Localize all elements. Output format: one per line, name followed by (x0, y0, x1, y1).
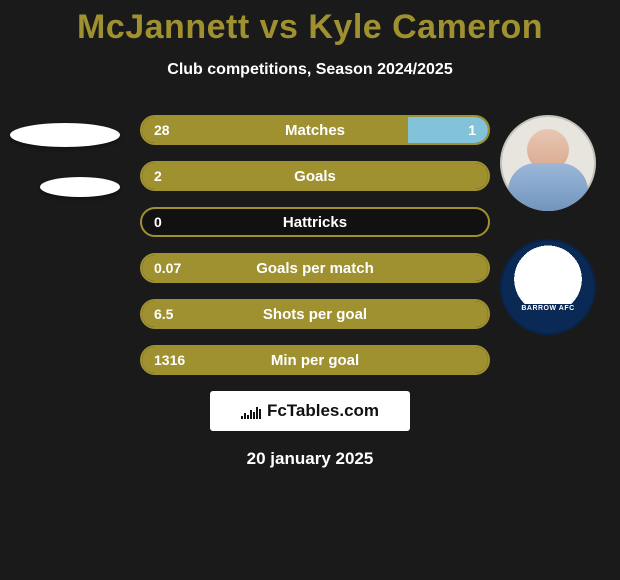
stat-bar: 1316Min per goal (140, 345, 490, 375)
brand-badge: FcTables.com (210, 391, 410, 431)
snapshot-date: 20 january 2025 (0, 449, 620, 469)
comparison-title: McJannett vs Kyle Cameron (0, 0, 620, 47)
stat-bar: 6.5Shots per goal (140, 299, 490, 329)
team-crest (500, 239, 596, 335)
stat-label: Hattricks (142, 214, 488, 231)
stat-label: Goals (142, 168, 488, 185)
stat-label: Min per goal (142, 352, 488, 369)
blank-ellipse-1 (10, 123, 120, 147)
brand-text: FcTables.com (267, 401, 379, 421)
stat-label: Goals per match (142, 260, 488, 277)
stat-bar: 281Matches (140, 115, 490, 145)
player-avatar (500, 115, 596, 211)
stat-label: Matches (142, 122, 488, 139)
stat-bars: 281Matches 2Goals 0Hattricks 0.07Goals per … (140, 115, 490, 375)
stat-bar: 0Hattricks (140, 207, 490, 237)
stat-label: Shots per goal (142, 306, 488, 323)
comparison-subtitle: Club competitions, Season 2024/2025 (0, 61, 620, 79)
right-avatar-column (500, 115, 600, 335)
stat-bar: 0.07Goals per match (140, 253, 490, 283)
stat-bar: 2Goals (140, 161, 490, 191)
content-area: 281Matches 2Goals 0Hattricks 0.07Goals per … (0, 115, 620, 375)
blank-ellipse-2 (40, 177, 120, 197)
brand-bars-icon (241, 403, 263, 419)
